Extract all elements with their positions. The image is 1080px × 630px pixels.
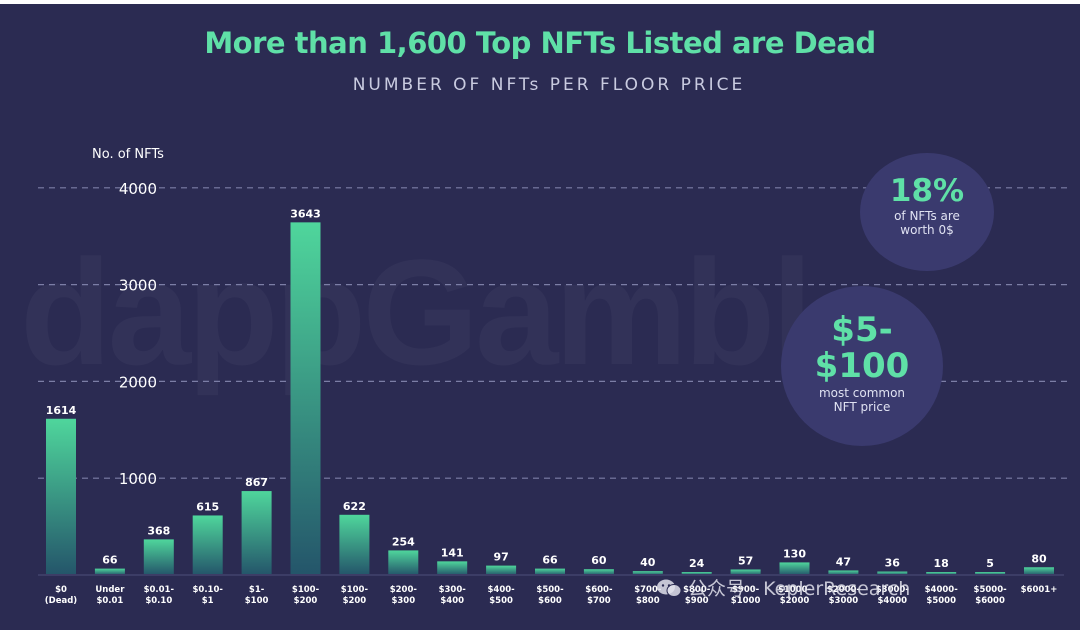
- callout-dead-share-line2: worth 0$: [900, 223, 954, 237]
- x-tick-labels: $0 (Dead) Under $0.01 $0.01-$0.10 $0.10-$1 $1-…: [45, 585, 1058, 606]
- bar: [192, 515, 223, 575]
- x-tick-label: $300-$400: [439, 585, 467, 606]
- bar-value-label: 3643: [290, 207, 321, 220]
- callout-common-price-line1: $5-: [831, 310, 893, 350]
- callout-common-price: $5- $100 most common NFT price: [781, 286, 943, 446]
- data-labels: 1614 66 368 615 867 3643 622 254 141 97 66 60 40 24 57…: [46, 207, 1047, 570]
- callout-dead-share-line1: of NFTs are: [894, 209, 960, 223]
- bar: [46, 418, 76, 575]
- bar: [779, 562, 810, 575]
- bar-value-label: 254: [392, 535, 415, 548]
- x-tick-label: $5000-$6000: [974, 585, 1008, 606]
- bar: [143, 539, 174, 575]
- bar: [1024, 567, 1054, 575]
- x-tick-label: $0 (Dead): [45, 585, 78, 606]
- x-tick-label: $3000-$4000: [876, 585, 910, 606]
- x-tick-label: Under $0.01: [95, 585, 125, 606]
- bar: [339, 514, 370, 575]
- y-tick-label: 4000: [119, 180, 157, 198]
- bar-value-label: 66: [542, 554, 558, 567]
- bar: [94, 568, 125, 575]
- x-tick-label: $2000-$3000: [827, 585, 861, 606]
- bar: [583, 569, 614, 575]
- bar: [877, 571, 908, 575]
- bar-value-label: 40: [640, 556, 656, 569]
- bar: [632, 571, 663, 575]
- chart-canvas: dappGambl More than 1,600 Top NFTs Liste…: [0, 4, 1080, 630]
- bar: [437, 561, 468, 575]
- source-credit: 公众号 · KeplerResearch: [656, 574, 910, 601]
- bar: [681, 572, 712, 575]
- x-tick-label: $100-$200: [292, 585, 320, 606]
- x-tick-label: $0.10-$1: [192, 585, 223, 606]
- callout-common-price-line2: $100: [814, 346, 910, 386]
- bar-value-label: 1614: [46, 404, 77, 417]
- bar-value-label: 80: [1031, 552, 1047, 565]
- bar: [535, 568, 565, 575]
- bar: [290, 222, 321, 575]
- callout-dead-share-value: 18%: [889, 173, 965, 209]
- x-tick-label: $900-$1000: [731, 585, 761, 606]
- bar-value-label: 622: [343, 500, 366, 513]
- x-tick-label: $1-$100: [245, 585, 269, 606]
- bar-value-label: 97: [493, 551, 508, 564]
- source-credit-text: 公众号 · KeplerResearch: [688, 578, 911, 600]
- bar-value-label: 130: [783, 547, 806, 560]
- y-axis-label: No. of NFTs: [92, 147, 164, 162]
- callout-common-price-caption2: NFT price: [833, 400, 891, 414]
- chart-title: More than 1,600 Top NFTs Listed are Dead: [204, 26, 876, 60]
- y-tick-label: 1000: [119, 470, 157, 488]
- bar-value-label: 615: [196, 500, 219, 513]
- bar-value-label: 18: [934, 557, 949, 570]
- x-tick-label: $500-$600: [536, 585, 564, 606]
- bar-value-label: 141: [441, 546, 464, 559]
- x-tick-label: $800-$900: [683, 585, 711, 606]
- x-tick-label: $600-$700: [585, 585, 613, 606]
- bar: [975, 572, 1006, 575]
- bar: [828, 570, 859, 575]
- bar: [730, 569, 761, 575]
- wechat-icon: [657, 579, 682, 597]
- x-tick-label: $700-$800: [634, 585, 662, 606]
- x-tick-label: $100-$200: [341, 585, 369, 606]
- bar-value-label: 5: [986, 557, 994, 570]
- bar-value-label: 66: [102, 554, 118, 567]
- bar-value-label: 60: [591, 554, 607, 567]
- bar-value-label: 36: [885, 557, 901, 570]
- y-tick-label: 2000: [119, 373, 157, 391]
- x-tick-label: $400-$500: [488, 585, 516, 606]
- x-tick-label: $6001+: [1021, 585, 1058, 595]
- bar: [241, 491, 272, 575]
- chart-subtitle: NUMBER OF NFTs PER FLOOR PRICE: [352, 75, 746, 95]
- bar: [926, 572, 957, 575]
- bar-value-label: 47: [836, 555, 851, 568]
- callout-dead-share: 18% of NFTs are worth 0$: [860, 153, 994, 271]
- x-tick-label: $0.01-$0.10: [144, 585, 175, 606]
- x-tick-label: $1000-$2000: [778, 585, 812, 606]
- bar-value-label: 57: [738, 554, 753, 567]
- bar-value-label: 368: [147, 524, 170, 537]
- bar: [486, 565, 517, 575]
- bars: [46, 222, 1054, 575]
- x-tick-label: $200-$300: [390, 585, 418, 606]
- callout-common-price-caption1: most common: [818, 386, 906, 400]
- y-tick-label: 3000: [119, 277, 157, 295]
- bar-value-label: 867: [245, 476, 268, 489]
- bar: [388, 550, 419, 575]
- bar-value-label: 24: [689, 557, 705, 570]
- x-tick-label: $4000-$5000: [925, 585, 959, 606]
